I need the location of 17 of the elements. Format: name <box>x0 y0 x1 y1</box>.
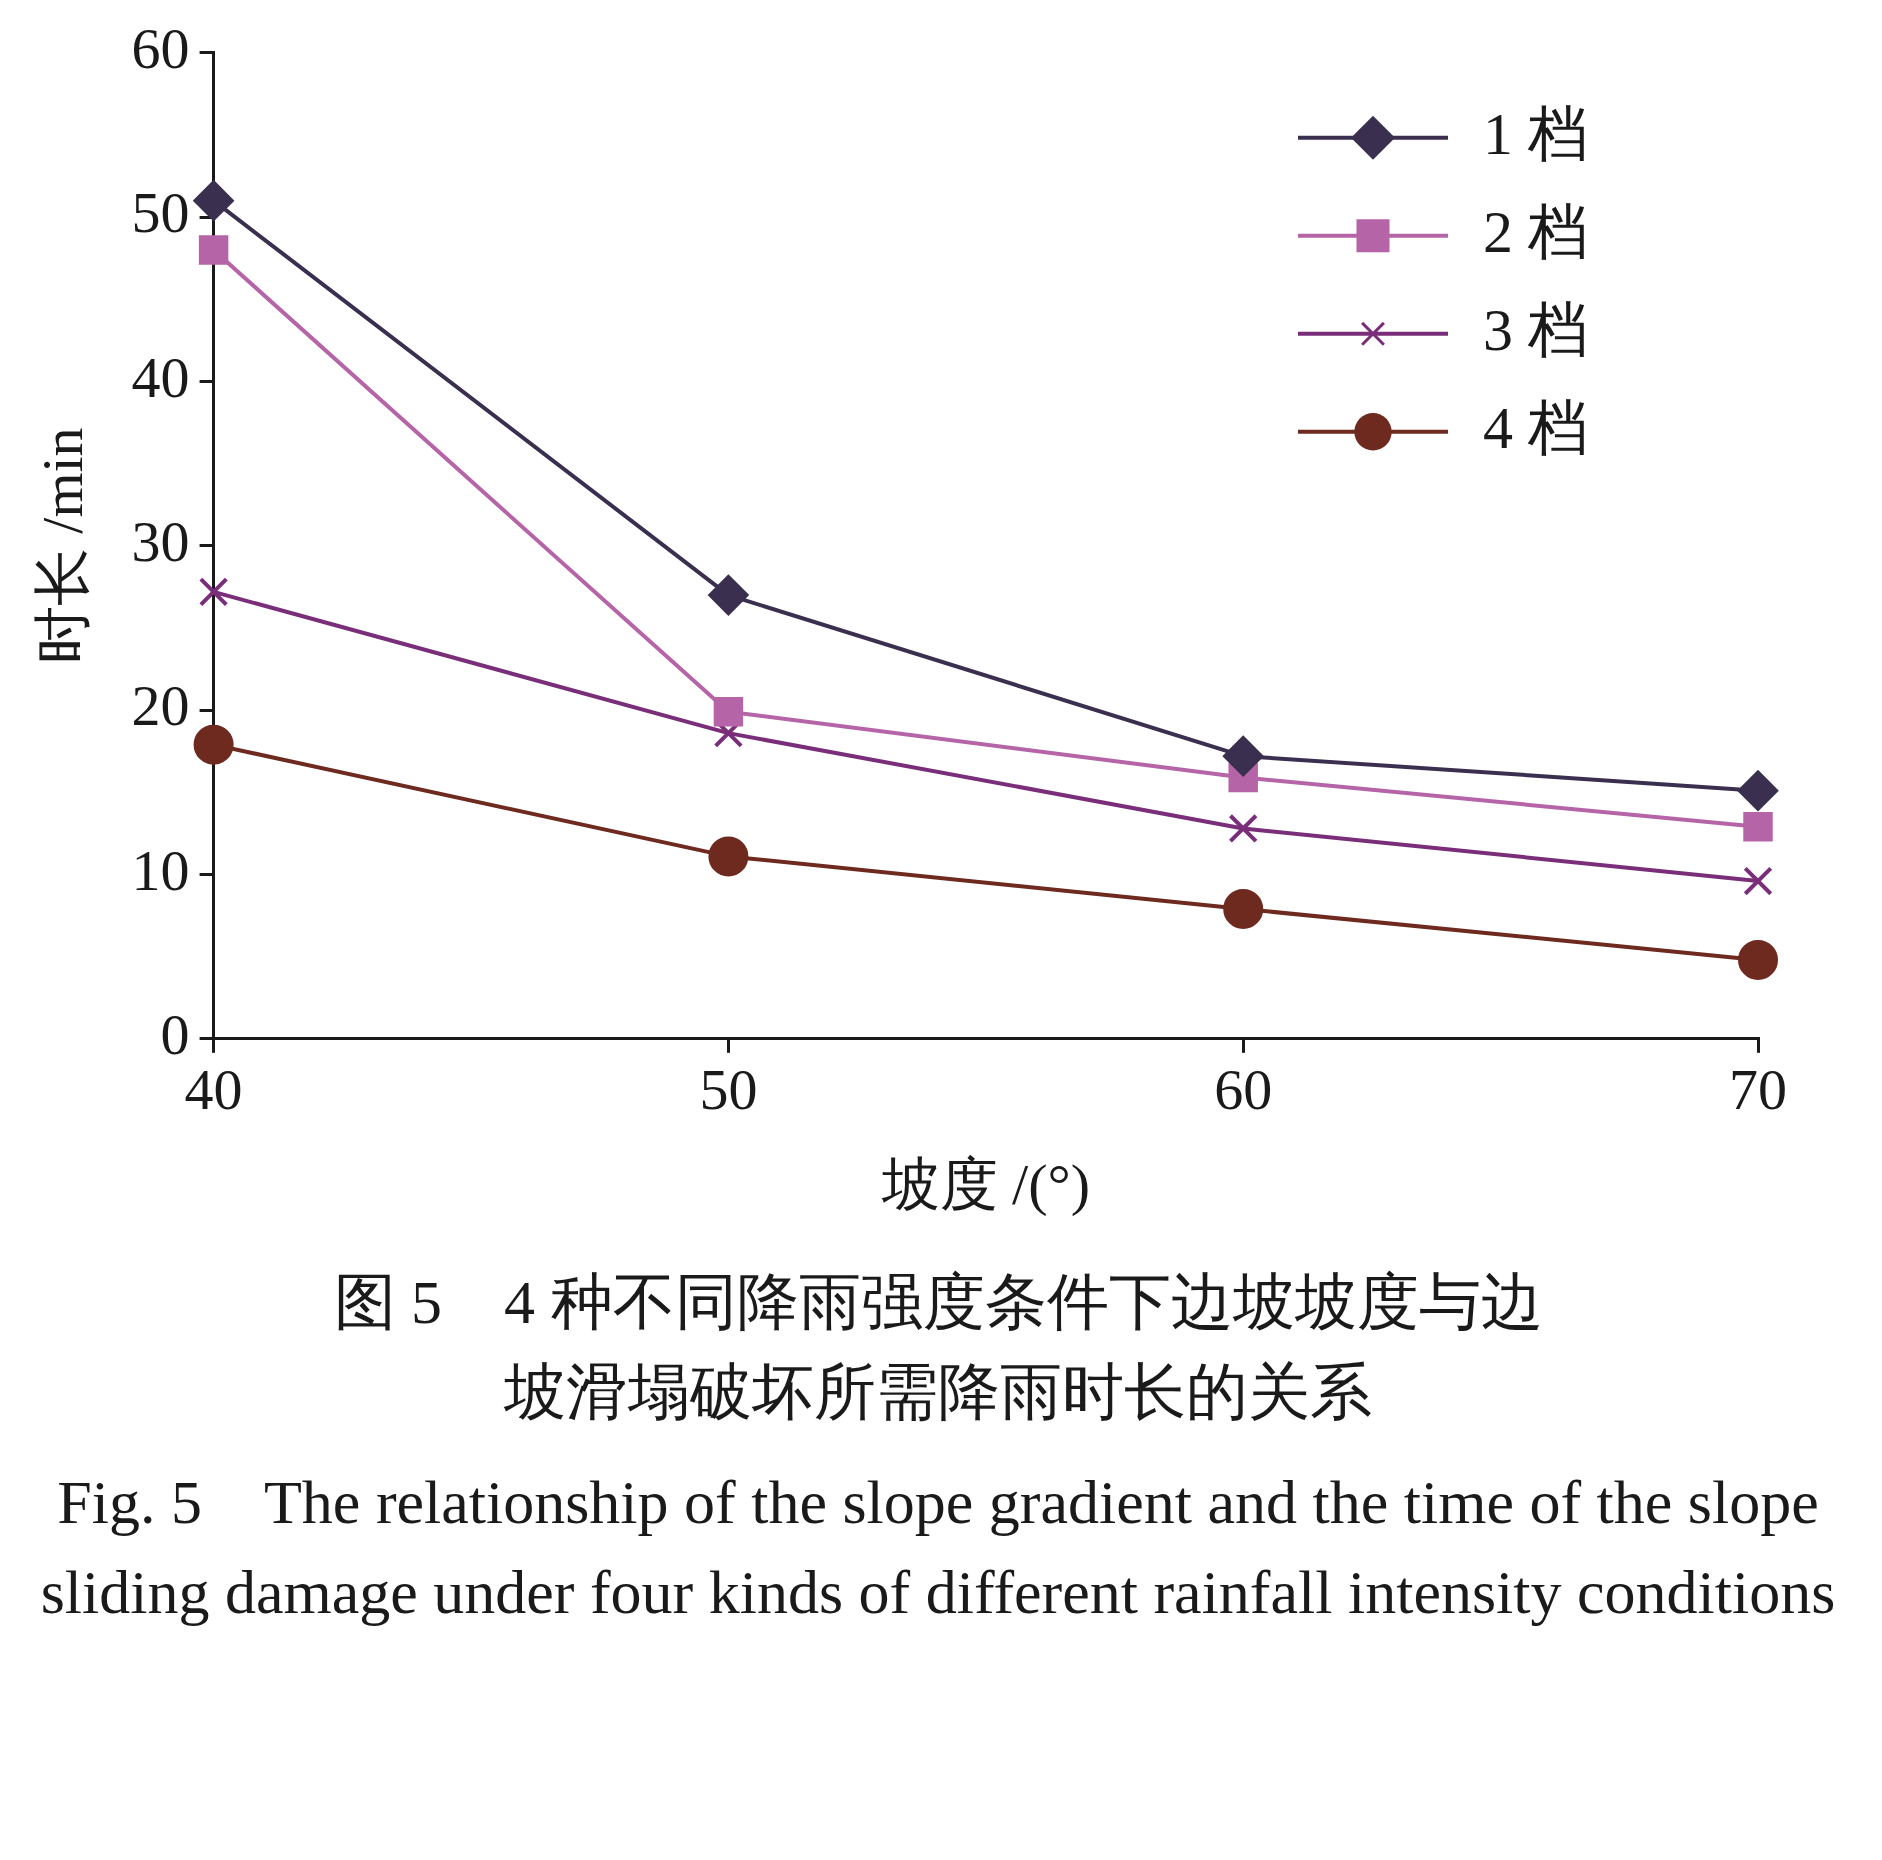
y-tick-label: 40 <box>131 344 190 410</box>
caption: Fig. 5 The relationship of the slope gradient and the time of the slope sliding damage under four kinds of different rainfall intensity conditions <box>39 1466 1837 1628</box>
x-tick-label: 50 <box>699 1056 758 1122</box>
caption: 图 5 4 种不同降雨强度条件下边坡坡度与边坡滑塌破坏所需降雨时长的关系 <box>332 1267 1544 1428</box>
y-tick-label: 10 <box>131 837 190 903</box>
legend-label: 4 档 <box>1483 394 1588 461</box>
legend-label: 2 档 <box>1483 198 1588 265</box>
x-axis-title: 坡度 /(°) <box>880 1152 1091 1218</box>
y-axis-title: 时长 /min <box>30 427 96 665</box>
x-tick-label: 60 <box>1214 1056 1273 1122</box>
legend-label: 3 档 <box>1483 296 1588 363</box>
x-tick-label: 70 <box>1729 1056 1787 1122</box>
y-tick-label: 20 <box>131 673 190 739</box>
y-tick-label: 30 <box>131 509 190 575</box>
y-tick-label: 50 <box>131 180 190 246</box>
y-tick-label: 60 <box>131 16 190 82</box>
legend-label: 1 档 <box>1483 100 1588 167</box>
